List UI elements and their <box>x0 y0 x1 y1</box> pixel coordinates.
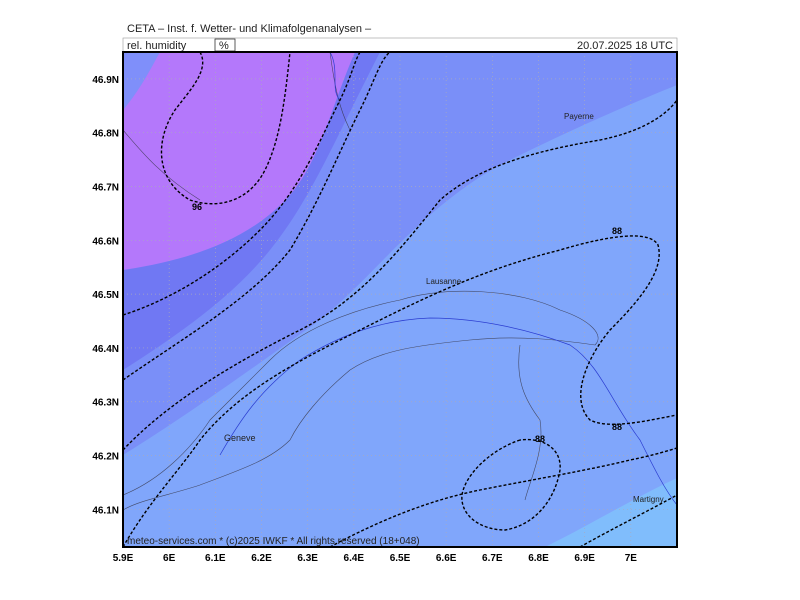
contour-label: 88 <box>612 226 622 236</box>
x-tick-label: 6.5E <box>390 553 411 564</box>
x-tick-label: 6.9E <box>574 553 595 564</box>
x-tick-label: 6.7E <box>482 553 503 564</box>
unit: % <box>219 40 229 52</box>
parameter: rel. humidity <box>127 40 187 52</box>
valid-time: 20.07.2025 18 UTC <box>577 40 673 52</box>
field: 96 88 88 88 Payerne Lausanne Geneve Mart… <box>123 52 677 547</box>
y-tick-label: 46.4N <box>92 344 119 355</box>
y-tick-label: 46.6N <box>92 236 119 247</box>
y-tick-label: 46.8N <box>92 129 119 140</box>
contour-label: 96 <box>192 202 202 212</box>
y-tick-label: 46.3N <box>92 398 119 409</box>
humidity-band <box>123 52 160 110</box>
humidity-band <box>545 478 677 547</box>
x-tick-label: 6.2E <box>251 553 272 564</box>
place-label: Geneve <box>224 433 256 443</box>
contour-label: 88 <box>535 434 545 444</box>
y-tick-label: 46.1N <box>92 505 119 516</box>
x-tick-label: 6.4E <box>344 553 365 564</box>
x-tick-label: 6.3E <box>297 553 318 564</box>
x-tick-label: 6.8E <box>528 553 549 564</box>
x-tick-label: 6.6E <box>436 553 457 564</box>
y-tick-label: 46.5N <box>92 290 119 301</box>
contour-label: 88 <box>612 422 622 432</box>
y-tick-label: 46.9N <box>92 75 119 86</box>
grid <box>123 52 677 547</box>
x-tick-label: 6E <box>163 553 176 564</box>
institute: CETA – Inst. f. Wetter- und Klimafolgena… <box>127 23 372 35</box>
place-label: Martigny <box>633 495 664 504</box>
y-tick-label: 46.2N <box>92 452 119 463</box>
x-tick-label: 7E <box>625 553 638 564</box>
y-tick-label: 46.7N <box>92 183 119 194</box>
humidity-band <box>123 52 355 270</box>
x-tick-label: 5.9E <box>113 553 134 564</box>
x-tick-label: 6.1E <box>205 553 226 564</box>
place-label: Payerne <box>564 112 594 121</box>
footer: meteo-services.com * (c)2025 IWKF * All … <box>127 536 420 547</box>
place-label: Lausanne <box>426 277 462 286</box>
frame <box>122 51 678 548</box>
